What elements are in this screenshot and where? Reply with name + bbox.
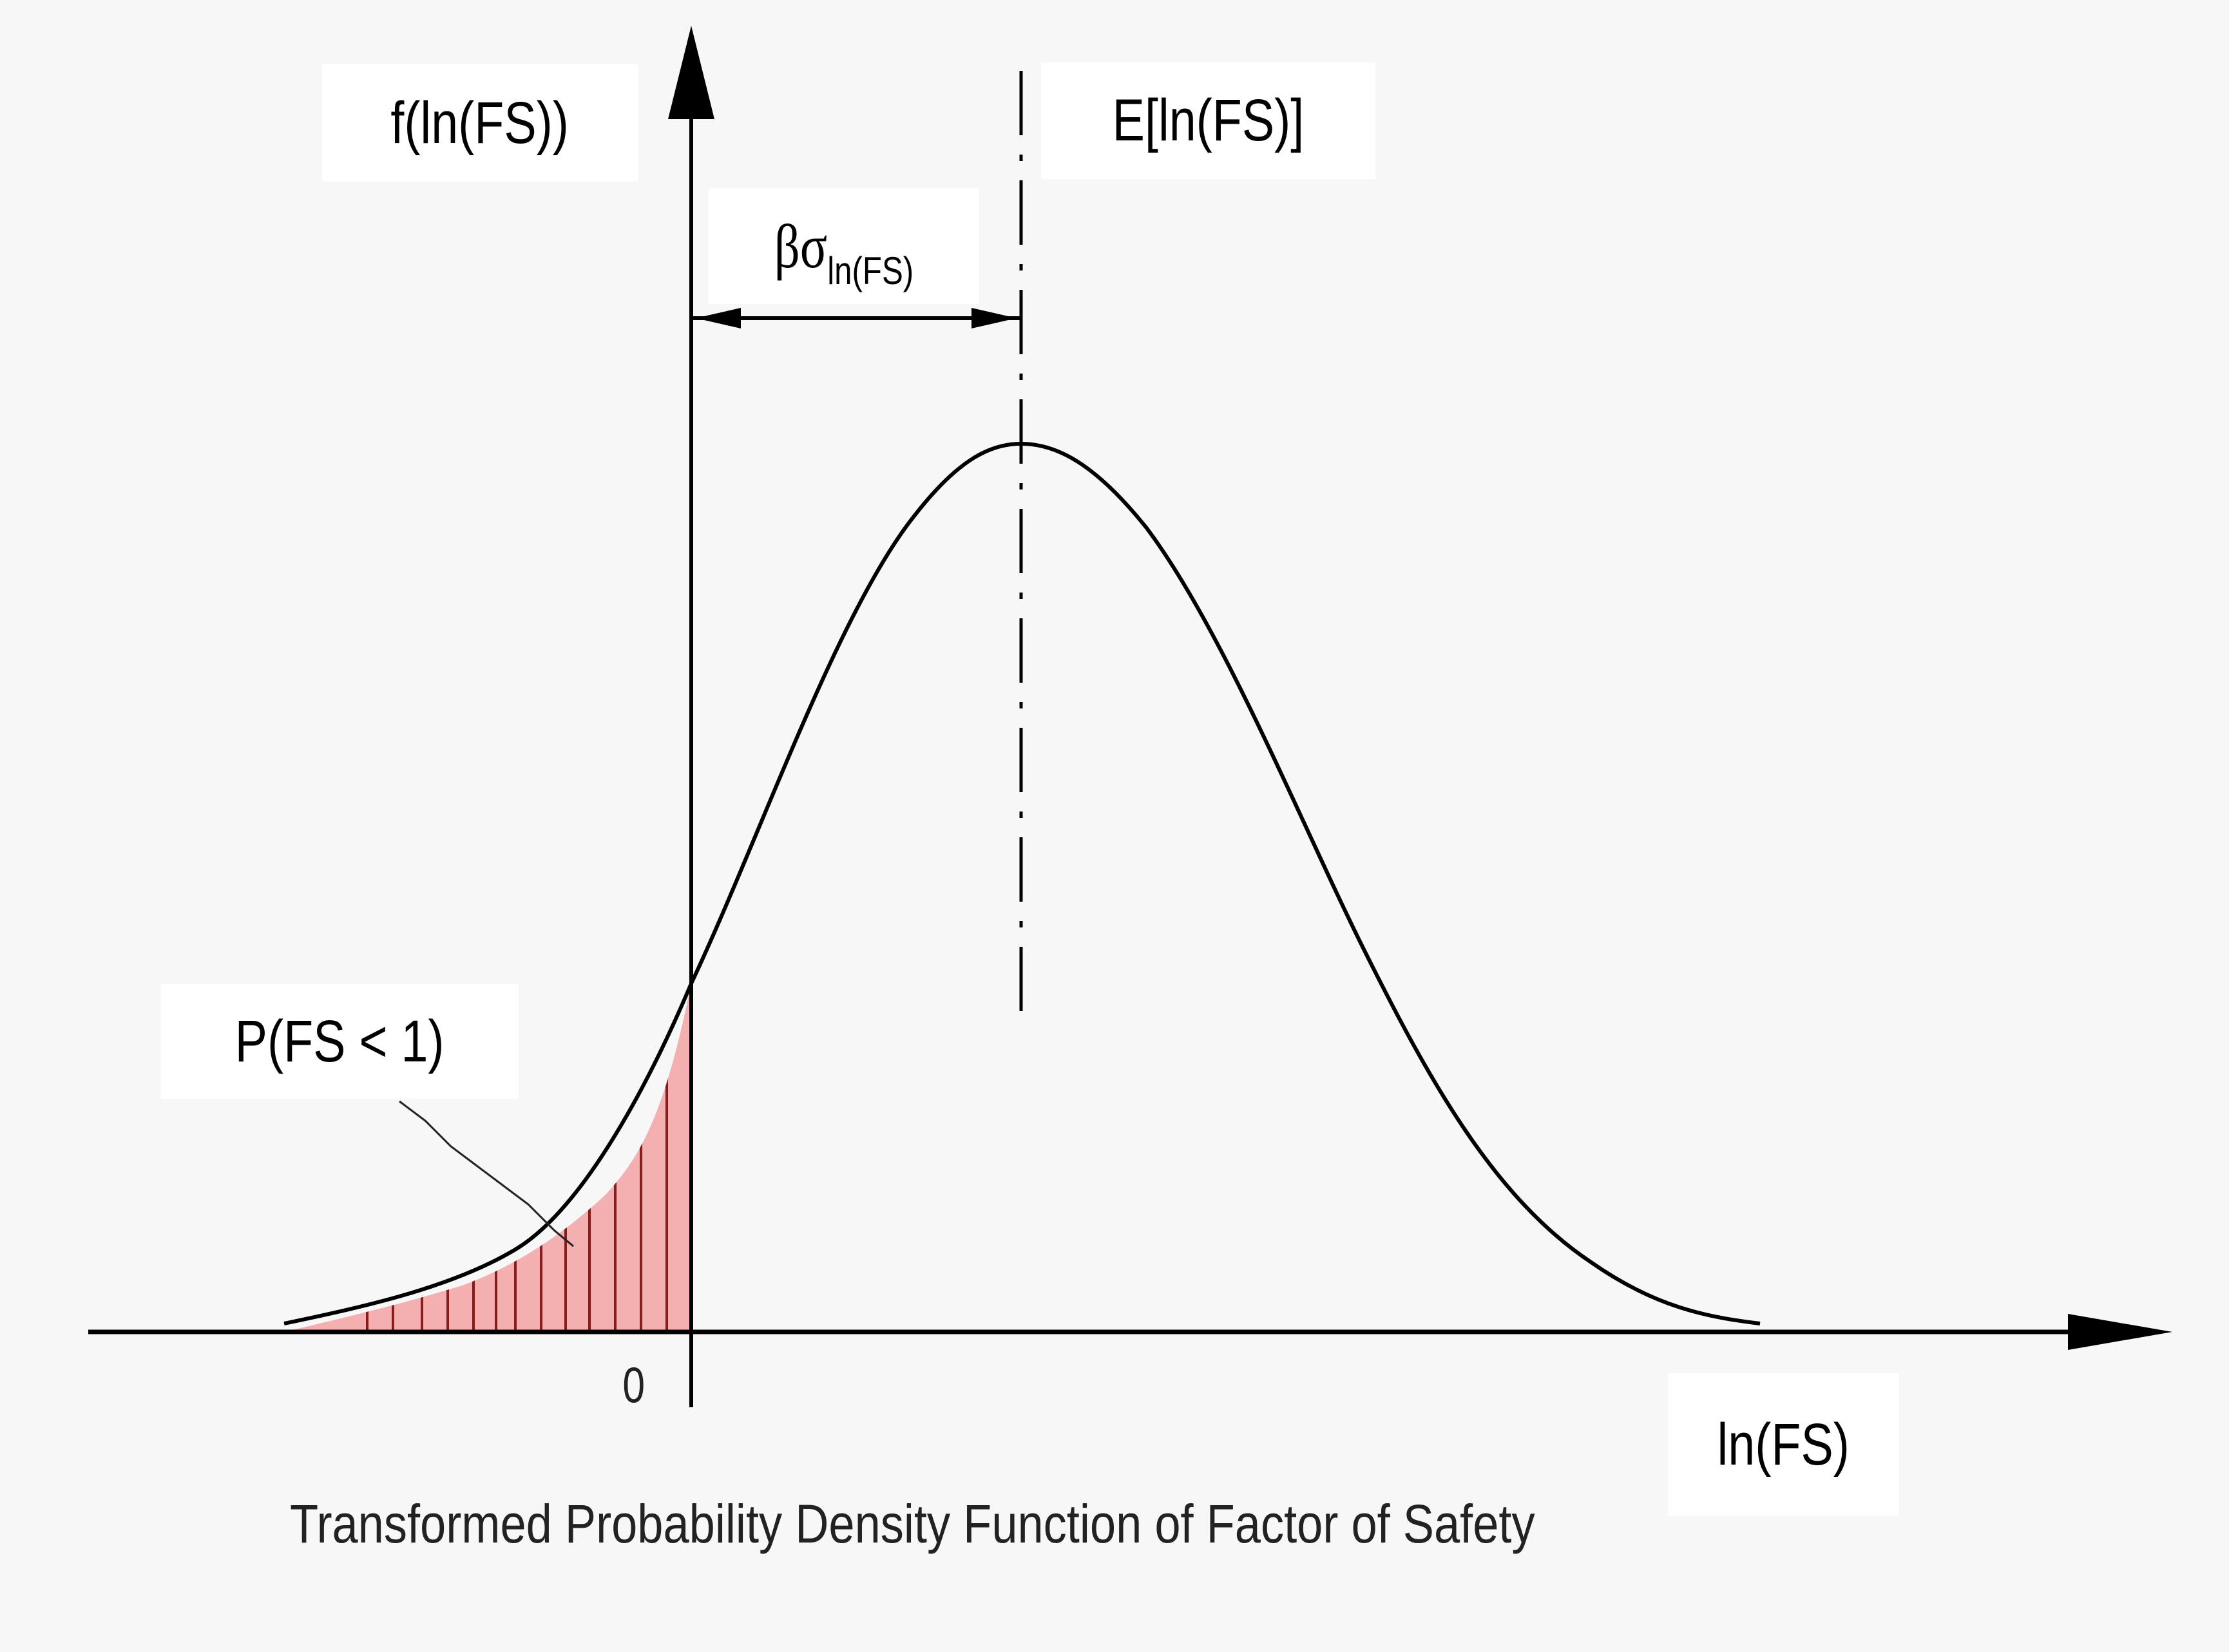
beta-sigma-symbol: βσ bbox=[774, 211, 828, 281]
beta-sigma-subscript: ln(FS) bbox=[827, 249, 914, 292]
mean-label: E[ln(FS)] bbox=[1041, 62, 1375, 179]
beta-sigma-label: βσln(FS) bbox=[709, 188, 979, 304]
x-axis-label: ln(FS) bbox=[1668, 1373, 1899, 1516]
x-axis bbox=[88, 1314, 2172, 1350]
figure-caption: Transformed Probability Density Function… bbox=[290, 1494, 1535, 1554]
probability-label: P(FS < 1) bbox=[161, 984, 519, 1099]
origin-label: 0 bbox=[622, 1356, 646, 1413]
y-axis bbox=[668, 26, 714, 1407]
y-axis-label: f(ln(FS)) bbox=[322, 64, 638, 182]
beta-sigma-dimension bbox=[691, 308, 1021, 328]
leader-line bbox=[399, 1100, 574, 1248]
